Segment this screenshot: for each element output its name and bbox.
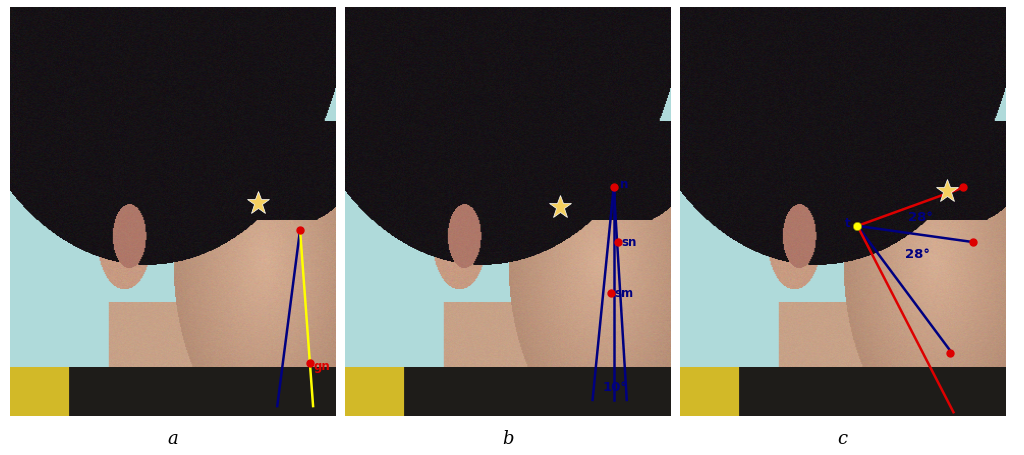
- Text: t: t: [845, 217, 851, 230]
- Text: a: a: [168, 430, 178, 448]
- Text: c: c: [838, 430, 848, 448]
- Text: sm: sm: [614, 287, 634, 300]
- Text: sn: sn: [622, 236, 637, 249]
- Text: n: n: [621, 178, 629, 192]
- Text: 28°: 28°: [904, 248, 930, 261]
- Text: 28°: 28°: [908, 211, 933, 224]
- Text: 10°: 10°: [602, 381, 628, 394]
- Text: gn: gn: [313, 360, 331, 373]
- Text: b: b: [502, 430, 514, 448]
